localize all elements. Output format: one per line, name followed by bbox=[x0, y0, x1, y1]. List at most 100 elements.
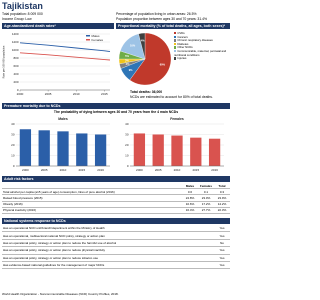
bar bbox=[152, 134, 164, 166]
x-tick-label: 2015 bbox=[78, 168, 85, 172]
y-tick-label: 1200 bbox=[12, 40, 19, 44]
country-title: Tajikistan bbox=[2, 1, 43, 11]
x-tick-label: 2005 bbox=[45, 92, 52, 96]
table-row: Total alcohol per capita (≥15 years of a… bbox=[2, 188, 230, 196]
y-tick-label: 800 bbox=[13, 56, 18, 60]
x-tick-label: 2015 bbox=[192, 168, 199, 172]
bar bbox=[94, 134, 107, 166]
x-tick-label: 2015 bbox=[101, 92, 108, 96]
chart-title: Females bbox=[170, 117, 184, 121]
y-tick-label: 600 bbox=[13, 64, 18, 68]
legend-label: Chronic respiratory diseases bbox=[177, 38, 213, 43]
y-tick-label: 30 bbox=[11, 132, 15, 136]
value-cell: Yes bbox=[214, 254, 230, 262]
header-cell bbox=[2, 183, 182, 190]
y-tick-label: 200 bbox=[13, 80, 18, 84]
legend-item: Other NCDs bbox=[174, 46, 230, 50]
legend-label: Communicable, maternal, perinatal and nu… bbox=[174, 48, 227, 57]
legend-swatch bbox=[174, 46, 177, 49]
legend-item: Injuries bbox=[174, 56, 230, 61]
row-label: Has evidence-based national guidelines f… bbox=[2, 261, 214, 270]
bar bbox=[171, 135, 183, 166]
response-table: Has an operational NCD unit/branch/depar… bbox=[2, 225, 230, 270]
y-tick-label: 40 bbox=[125, 122, 129, 126]
legend-swatch bbox=[86, 39, 90, 41]
urban: Percentage of population living in urban… bbox=[116, 12, 197, 16]
value-cell: 23.0% bbox=[198, 194, 214, 202]
legend-item: Chronic respiratory diseases bbox=[174, 38, 230, 43]
value-cell: 23.9% bbox=[214, 194, 230, 202]
column-header: Males bbox=[182, 183, 198, 190]
slice-label: 3% bbox=[125, 58, 129, 62]
y-tick-label: 10 bbox=[11, 153, 15, 157]
row-label: Has an operational policy, strategy or a… bbox=[2, 239, 214, 248]
column-header: Females bbox=[198, 183, 214, 190]
table-row: Raised blood pressure (2015) 24.8% 23.0% 23… bbox=[2, 194, 230, 202]
value-cell: Yes bbox=[214, 246, 230, 255]
x-tick-label: 2010 bbox=[174, 168, 181, 172]
legend-label: Other NCDs bbox=[177, 45, 193, 50]
y-tick-label: 20 bbox=[125, 143, 129, 147]
pie-note: NCDs are estimated to account for 80% of… bbox=[130, 95, 213, 99]
bar bbox=[76, 133, 88, 166]
pie-legend: CVDs Cancers Chronic respiratory diseases D… bbox=[174, 31, 230, 61]
table-row: Has an operational, multisectoral nation… bbox=[2, 231, 230, 240]
x-tick-label: 2000 bbox=[17, 92, 24, 96]
legend-swatch bbox=[174, 42, 177, 46]
income-group: Income Group: Low bbox=[2, 17, 32, 21]
x-tick-label: 2016 bbox=[211, 168, 218, 172]
value-cell: 0.1 bbox=[198, 188, 214, 196]
legend-swatch bbox=[174, 57, 177, 60]
legend-item: Cancers bbox=[174, 35, 230, 40]
column-header: Total bbox=[214, 183, 230, 190]
value-cell: 22.3% bbox=[214, 207, 230, 214]
value-cell: 27.7% bbox=[198, 207, 214, 214]
x-tick-label: 2000 bbox=[136, 168, 143, 172]
value-cell: 16.4% bbox=[182, 207, 198, 214]
y-tick-label: 0 bbox=[127, 164, 129, 168]
legend-label: Males bbox=[92, 34, 101, 38]
x-tick-label: 2000 bbox=[22, 168, 29, 172]
row-label: Has an operational policy, strategy or a… bbox=[2, 246, 214, 255]
bar-chart: Males 0 10 20 30 40 2000 2005 2010 2015 2016 bbox=[11, 117, 110, 172]
value-cell: 0.6 bbox=[182, 188, 198, 196]
pie-chart: 60%9%3%3%5%16%4% bbox=[118, 32, 172, 86]
bar bbox=[190, 137, 202, 166]
slice-label: 60% bbox=[160, 62, 166, 66]
legend-swatch bbox=[86, 35, 90, 37]
population: Total population: 8 009 000 bbox=[2, 12, 43, 16]
row-label: Has an operational, multisectoral nation… bbox=[2, 231, 214, 240]
row-label: Has an operational NCD unit/branch/depar… bbox=[2, 225, 214, 233]
slice-label: 3% bbox=[126, 62, 130, 66]
legend-swatch bbox=[174, 50, 177, 53]
slice-label: 4% bbox=[141, 39, 145, 43]
pie-note: Total deaths: 36,000 bbox=[130, 90, 163, 94]
value-cell: 24.8% bbox=[182, 194, 198, 202]
value-cell: 14.2% bbox=[214, 201, 230, 208]
value-cell: Yes bbox=[214, 231, 230, 240]
table-row: Obesity (2016) 10.6% 17.2% 14.2% bbox=[2, 201, 230, 208]
section-title: Premature mortality due to NCDs bbox=[2, 103, 230, 109]
series-line bbox=[19, 52, 111, 61]
y-axis-label: Rate per 100 000 population bbox=[2, 45, 6, 78]
line-chart: Rate per 100 000 population 0 200 400 600 800… bbox=[2, 32, 111, 96]
line-chart-title: Age-standardized death rates* bbox=[2, 23, 114, 29]
legend-swatch bbox=[174, 35, 177, 39]
value-cell: Yes bbox=[214, 225, 230, 233]
slice-label: 5% bbox=[125, 54, 129, 58]
value-cell: Yes bbox=[214, 261, 230, 270]
bar bbox=[57, 131, 69, 166]
x-tick-label: 2010 bbox=[60, 168, 67, 172]
legend-label: Diabetes bbox=[177, 41, 189, 46]
page: Tajikistan Total population: 8 009 000 I… bbox=[1, 1, 230, 296]
value-cell: 10.6% bbox=[182, 201, 198, 208]
pie-chart-title: Proportional mortality (% of total death… bbox=[116, 23, 230, 29]
series-line bbox=[19, 42, 111, 53]
pie-slice bbox=[138, 32, 146, 60]
value-cell: 17.2% bbox=[198, 201, 214, 208]
row-label: Has an operational policy, strategy or a… bbox=[2, 254, 214, 262]
y-tick-label: 20 bbox=[11, 143, 15, 147]
slice-label: 9% bbox=[129, 68, 133, 72]
table-row: Has an operational policy, strategy or a… bbox=[2, 254, 230, 262]
bar bbox=[208, 138, 221, 166]
